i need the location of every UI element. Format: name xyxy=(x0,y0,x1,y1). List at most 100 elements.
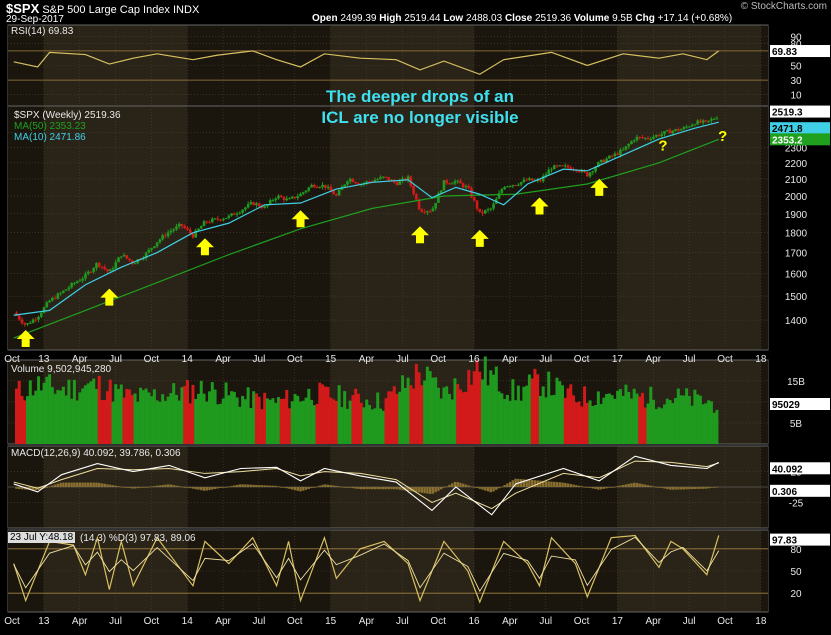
macd-histogram-bar xyxy=(511,480,515,487)
macd-histogram-bar xyxy=(586,487,589,488)
price-candle-body xyxy=(92,268,96,272)
macd-histogram-bar xyxy=(423,487,426,494)
volume-bar xyxy=(282,398,286,444)
macd-histogram-bar xyxy=(428,487,432,494)
volume-bar xyxy=(508,400,512,444)
x-tick-label: Jul xyxy=(539,354,552,365)
support-arrow xyxy=(590,178,609,196)
price-candle-body xyxy=(252,202,255,206)
volume-bar xyxy=(28,380,32,444)
volume-bar xyxy=(61,386,65,444)
x-tick-label: Apr xyxy=(359,354,375,365)
macd-histogram-bar xyxy=(144,487,148,488)
price-candle-body xyxy=(266,204,269,207)
price-candle-body xyxy=(704,120,708,122)
price-candle-body xyxy=(599,159,603,163)
price-candle-body xyxy=(332,190,335,195)
price-candle-body xyxy=(84,273,87,279)
macd-histogram-bar xyxy=(462,483,465,487)
volume-bar xyxy=(442,387,446,444)
price-candle-body xyxy=(646,137,650,139)
x-tick-label: Jul xyxy=(683,616,696,627)
macd-histogram-bar xyxy=(580,486,584,488)
macd-histogram-bar xyxy=(64,482,68,487)
volume-bar xyxy=(414,363,418,444)
volume-bar xyxy=(657,407,661,444)
panel-shade-stoch xyxy=(187,530,331,612)
price-candle-body xyxy=(326,186,330,188)
volume-bar xyxy=(86,383,90,444)
volume-bar xyxy=(420,385,424,444)
volume-bar xyxy=(17,380,21,444)
macd-histogram-bar xyxy=(98,482,101,487)
volume-bar xyxy=(671,403,675,444)
macd-histogram-bar xyxy=(45,487,49,488)
volume-bar xyxy=(412,388,416,444)
volume-bar xyxy=(445,386,449,444)
volume-bar xyxy=(299,401,303,444)
volume-bar xyxy=(279,398,283,444)
support-arrow xyxy=(470,229,489,247)
volume-bar xyxy=(514,400,518,444)
price-candle-body xyxy=(635,136,639,141)
price-candle-body xyxy=(263,206,266,208)
annotation-line-2: ICL are no longer visible xyxy=(321,108,519,127)
price-candle-body xyxy=(241,209,244,213)
volume-bar xyxy=(177,400,181,444)
macd-histogram-bar xyxy=(183,487,186,488)
macd-histogram-bar xyxy=(365,487,368,490)
price-candle-body xyxy=(428,211,432,213)
volume-bar xyxy=(307,388,311,444)
rsi-tick: 30 xyxy=(790,76,802,87)
volume-bar xyxy=(489,370,493,444)
price-candle-body xyxy=(257,203,261,207)
price-tick: 1900 xyxy=(785,210,808,221)
macd-histogram-bar xyxy=(95,482,98,487)
open-value: 2499.39 xyxy=(340,13,377,24)
macd-histogram-bar xyxy=(299,487,302,492)
macd-histogram-bar xyxy=(131,487,134,489)
volume-bar xyxy=(663,404,667,444)
volume-bar xyxy=(409,385,413,444)
macd-histogram-bar xyxy=(29,487,32,490)
macd-histogram-bar xyxy=(359,487,363,490)
volume-bar xyxy=(709,401,713,444)
volume-bar xyxy=(478,371,482,444)
price-candle-body xyxy=(605,158,608,163)
price-candle-body xyxy=(649,138,653,140)
volume-bar xyxy=(425,366,429,444)
price-candle-body xyxy=(715,118,719,120)
panel-shade-price xyxy=(8,106,44,350)
price-candle-body xyxy=(111,268,115,270)
price-candle-body xyxy=(577,170,581,172)
price-candle-body xyxy=(624,146,628,150)
x-tick-label: 16 xyxy=(468,354,480,365)
x-tick-label: 16 xyxy=(468,616,480,627)
stockcharts-watermark: © StockCharts.com xyxy=(740,1,827,12)
price-candle-body xyxy=(351,178,355,183)
volume-bar xyxy=(26,396,30,444)
price-candle-body xyxy=(613,153,617,156)
price-candle-body xyxy=(453,181,457,184)
volume-bar xyxy=(185,380,189,444)
volume-bar xyxy=(235,397,239,444)
volume-bar xyxy=(111,401,115,444)
macd-histogram-bar xyxy=(495,487,498,490)
macd-histogram-bar xyxy=(202,487,206,491)
volume-bar xyxy=(356,393,360,444)
volume-bar xyxy=(304,397,308,444)
price-candle-body xyxy=(423,211,426,213)
volume-bar xyxy=(92,378,96,444)
macd-histogram-bar xyxy=(583,486,586,488)
macd-histogram-bar xyxy=(285,487,288,489)
x-tick-label: Jul xyxy=(109,354,122,365)
macd-histogram-bar xyxy=(53,484,57,487)
volume-bar xyxy=(654,409,658,444)
price-candle-body xyxy=(70,283,73,288)
close-label: Close xyxy=(504,13,533,24)
high-label: High xyxy=(379,13,402,24)
volume-bar xyxy=(660,408,664,444)
price-candle-body xyxy=(37,316,40,320)
macd-histogram-bar xyxy=(712,487,716,488)
macd-histogram-bar xyxy=(150,486,153,488)
